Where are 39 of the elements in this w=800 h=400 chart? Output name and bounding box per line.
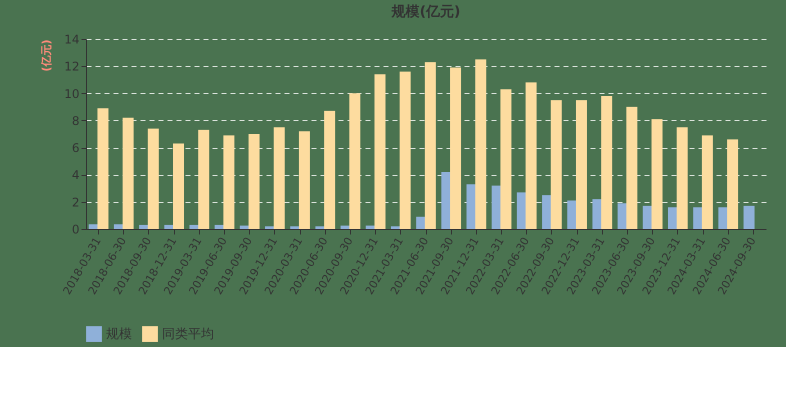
bar <box>274 127 285 229</box>
y-tick-label: 6 <box>72 141 80 156</box>
bar <box>550 100 562 229</box>
y-tick-label: 12 <box>64 60 80 74</box>
bar <box>450 68 462 229</box>
bar <box>298 131 310 229</box>
y-tick-label: 10 <box>64 86 80 101</box>
bar <box>173 144 184 229</box>
bar <box>374 74 386 229</box>
bar <box>500 89 512 229</box>
bar <box>702 135 713 229</box>
bar <box>148 128 159 229</box>
bar <box>248 134 260 229</box>
bar <box>475 59 486 229</box>
bar <box>744 206 755 229</box>
bar <box>400 72 411 229</box>
y-tick-label: 0 <box>72 222 80 236</box>
bar <box>198 130 210 229</box>
y-tick-label: 8 <box>72 114 80 128</box>
bar <box>576 100 587 229</box>
bar <box>349 93 360 229</box>
legend-label: 规模 <box>106 327 132 342</box>
y-tick-label: 14 <box>64 32 80 46</box>
bar <box>601 96 612 229</box>
bar <box>122 118 134 229</box>
bar <box>676 127 688 229</box>
bar <box>223 135 234 229</box>
bar <box>526 82 537 229</box>
y-tick-label: 2 <box>72 195 80 210</box>
bar <box>727 139 738 229</box>
y-tick-label: 4 <box>72 168 80 182</box>
bar <box>424 62 436 229</box>
bar <box>652 119 663 229</box>
bar <box>324 110 336 229</box>
legend-label: 同类平均 <box>162 327 214 342</box>
chart-title: 规模(亿元) <box>390 4 460 20</box>
y-axis-title: (亿元) <box>40 40 54 72</box>
bar <box>97 108 108 229</box>
bar <box>626 106 638 229</box>
